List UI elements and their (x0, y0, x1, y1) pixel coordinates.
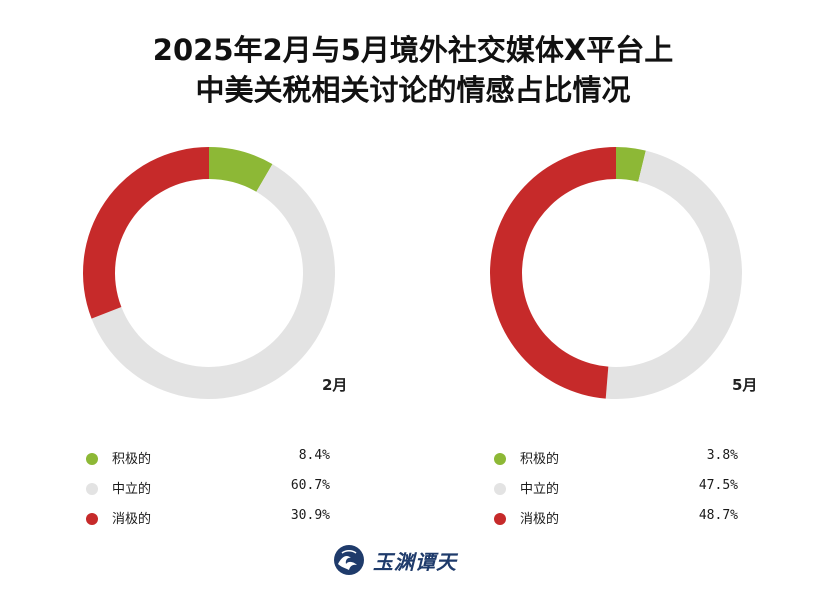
legend-label: 积极的 (112, 452, 152, 467)
legend-item-neutral: 中立的 60.7% (86, 475, 330, 505)
legend-may: 积极的 3.8% 中立的 47.5% 消极的 48.7% (494, 445, 738, 535)
donut-chart-feb (82, 147, 335, 399)
legend-value: 30.9% (290, 508, 330, 523)
logo-text: 玉渊谭天 (373, 549, 457, 574)
legend-value: 3.8% (706, 448, 738, 463)
donut-slice-negative (82, 147, 209, 319)
legend-label: 中立的 (520, 482, 560, 497)
chart-title: 2025年2月与5月境外社交媒体X平台上 中美关税相关讨论的情感占比情况 (0, 30, 826, 110)
legend-dot-positive (494, 453, 506, 465)
brand-logo: 玉渊谭天 (333, 540, 457, 580)
legend-item-negative: 消极的 30.9% (86, 505, 330, 535)
donut-chart-may (489, 147, 743, 399)
legend-label: 积极的 (520, 452, 560, 467)
legend-label: 消极的 (520, 512, 560, 527)
chart-title-line2: 中美关税相关讨论的情感占比情况 (195, 73, 631, 107)
legend-dot-negative (86, 513, 98, 525)
legend-value: 48.7% (698, 508, 738, 523)
chart-title-line1: 2025年2月与5月境外社交媒体X平台上 (152, 33, 674, 67)
month-label-may: 5月 (732, 376, 758, 394)
legend-label: 中立的 (112, 482, 152, 497)
donut-slice-positive (209, 147, 273, 192)
legend-dot-positive (86, 453, 98, 465)
legend-dot-negative (494, 513, 506, 525)
legend-feb: 积极的 8.4% 中立的 60.7% 消极的 30.9% (86, 445, 330, 535)
legend-item-positive: 积极的 3.8% (494, 445, 738, 475)
legend-label: 消极的 (112, 512, 152, 527)
legend-item-neutral: 中立的 47.5% (494, 475, 738, 505)
legend-dot-neutral (494, 483, 506, 495)
legend-value: 47.5% (698, 478, 738, 493)
wave-logo-icon (334, 545, 364, 575)
donut-slice-positive (616, 147, 646, 182)
legend-value: 8.4% (298, 448, 330, 463)
donut-slice-neutral (605, 150, 743, 399)
donut-slice-negative (489, 147, 616, 399)
month-label-feb: 2月 (322, 376, 348, 394)
legend-dot-neutral (86, 483, 98, 495)
legend-value: 60.7% (290, 478, 330, 493)
legend-item-negative: 消极的 48.7% (494, 505, 738, 535)
legend-item-positive: 积极的 8.4% (86, 445, 330, 475)
